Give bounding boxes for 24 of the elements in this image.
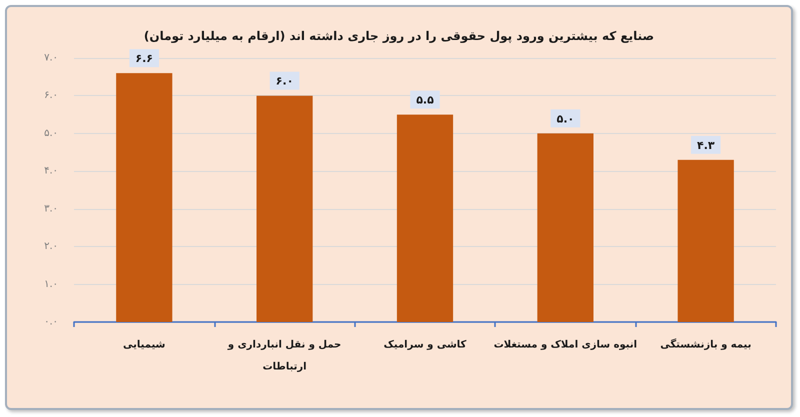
chart-title: صنایع که بیشترین ورود پول حقوقی را در روز جاری داشته اند (ارقام به میلیارد تومان): [144, 29, 654, 43]
x-tick-label: شیمیایی: [123, 340, 166, 350]
bar: [256, 96, 313, 322]
data-label: ۵.۰: [556, 112, 574, 126]
data-label: ۵.۵: [416, 94, 434, 107]
y-tick-label: ۳.۰: [44, 203, 58, 214]
data-label: ۴.۳: [696, 138, 715, 152]
bar: [396, 114, 454, 322]
x-tick-label: انبوه سازی املاک و مستغلات: [494, 340, 638, 350]
y-tick-label: ۷.۰: [44, 52, 58, 64]
y-tick-label: ۵.۰: [44, 128, 58, 139]
x-tick-label: حمل و نقل انبارداری و ارتباطات: [226, 340, 342, 372]
y-tick-label: ۰.۰: [44, 316, 58, 328]
x-tick-label: کاشی و سرامیک: [384, 340, 467, 350]
bar: [537, 133, 594, 322]
x-tick-label: بیمه و بازنشستگی: [660, 338, 752, 350]
y-tick-label: ۲.۰: [44, 241, 58, 252]
bar: [116, 73, 172, 322]
bar: [678, 160, 734, 322]
y-tick-label: ۴.۰: [44, 166, 58, 177]
data-label: ۶.۶: [135, 52, 154, 66]
y-tick-label: ۱.۰: [44, 278, 58, 290]
data-label: ۶.۰: [276, 74, 294, 88]
y-tick-label: ۶.۰: [44, 90, 58, 102]
